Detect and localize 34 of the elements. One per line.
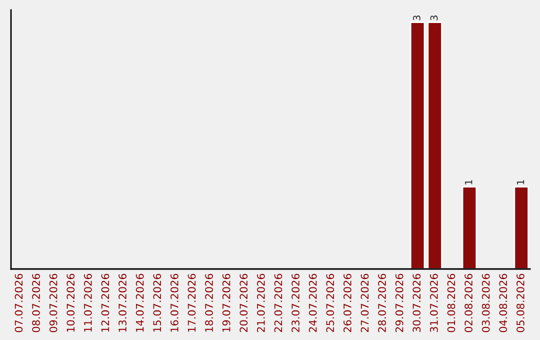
x-tick-label: 18.07.2026 bbox=[205, 274, 213, 332]
x-tick-label: 19.07.2026 bbox=[222, 274, 230, 332]
x-tick-label: 03.08.2026 bbox=[482, 274, 490, 332]
x-tick-label: 25.07.2026 bbox=[326, 274, 334, 332]
x-tick-label: 13.07.2026 bbox=[118, 274, 126, 332]
data-label: 1 bbox=[465, 180, 472, 184]
x-tick-label: 09.07.2026 bbox=[49, 274, 58, 332]
data-label: 3 bbox=[413, 16, 420, 20]
x-tick-label: 22.07.2026 bbox=[274, 274, 282, 332]
x-tick-label: 16.07.2026 bbox=[170, 274, 178, 332]
x-tick-label: 04.08.2026 bbox=[499, 274, 508, 332]
x-tick-label: 02.08.2026 bbox=[464, 274, 472, 332]
x-tick-label: 20.07.2026 bbox=[240, 274, 248, 332]
x-tick-label: 10.07.2026 bbox=[66, 274, 75, 332]
data-label: 1 bbox=[516, 180, 524, 184]
x-tick-label: 01.08.2026 bbox=[447, 274, 456, 332]
x-tick-label: 14.07.2026 bbox=[136, 274, 144, 332]
x-tick-label: 05.08.2026 bbox=[516, 274, 524, 332]
x-tick-label: 31.07.2026 bbox=[430, 274, 438, 332]
x-tick-label: 12.07.2026 bbox=[101, 274, 110, 332]
x-tick-label: 08.07.2026 bbox=[32, 274, 40, 332]
x-tick-label: 27.07.2026 bbox=[360, 274, 369, 332]
x-tick-label: 24.07.2026 bbox=[308, 274, 317, 332]
x-tick-label: 26.07.2026 bbox=[343, 274, 352, 332]
data-label: 3 bbox=[430, 16, 438, 20]
x-tick-label: 29.07.2026 bbox=[395, 274, 404, 332]
x-tick-label: 21.07.2026 bbox=[256, 274, 265, 332]
x-tick-label: 11.07.2026 bbox=[84, 274, 92, 332]
x-tick-label: 17.07.2026 bbox=[188, 274, 196, 332]
x-tick-label: 07.07.2026 bbox=[14, 274, 23, 332]
x-tick-label: 23.07.2026 bbox=[292, 274, 300, 332]
x-tick-label: 15.07.2026 bbox=[153, 274, 162, 332]
x-tick-label: 30.07.2026 bbox=[412, 274, 421, 332]
x-tick-label: 28.07.2026 bbox=[378, 274, 386, 332]
